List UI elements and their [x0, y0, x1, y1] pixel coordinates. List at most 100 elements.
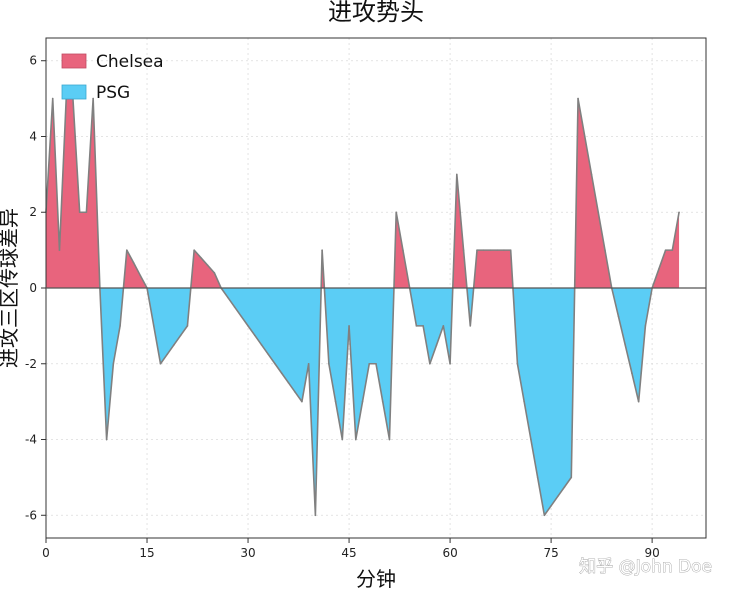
data-point	[563, 486, 566, 488]
data-point	[489, 249, 492, 251]
area-psg	[409, 288, 453, 364]
data-point	[678, 211, 680, 214]
area-fills	[46, 98, 680, 516]
data-point	[186, 325, 189, 327]
x-tick-label: 60	[442, 546, 457, 560]
x-tick-label: 45	[341, 546, 356, 560]
legend-swatch-psg	[61, 84, 87, 100]
data-point	[179, 334, 182, 337]
data-point	[557, 495, 559, 498]
data-point	[617, 315, 620, 318]
data-point	[132, 261, 135, 264]
data-point	[476, 249, 478, 251]
data-point	[395, 211, 398, 214]
y-tick-label: 4	[29, 129, 37, 143]
x-tick-label: 90	[644, 546, 659, 560]
data-point	[267, 353, 270, 356]
data-point	[193, 249, 195, 251]
x-axis-ticks: 0 15 30 45 60 75 90	[42, 538, 660, 560]
y-tick-label: -6	[25, 508, 37, 522]
data-point	[260, 344, 263, 346]
area-chelsea	[46, 98, 100, 288]
data-point	[159, 362, 162, 365]
area-chelsea	[190, 250, 222, 288]
data-point	[307, 362, 310, 365]
data-point	[664, 249, 667, 251]
data-point	[509, 249, 512, 251]
data-point	[85, 211, 88, 214]
data-point	[583, 135, 586, 138]
legend: Chelsea PSG	[61, 52, 164, 103]
data-point	[361, 400, 364, 403]
data-point	[200, 256, 202, 259]
area-chelsea	[574, 98, 612, 288]
data-point	[58, 249, 61, 251]
data-point	[530, 438, 532, 441]
data-point	[469, 325, 472, 327]
data-point	[456, 173, 458, 176]
data-point	[314, 514, 317, 517]
x-tick-label: 30	[240, 546, 255, 560]
x-tick-label: 75	[543, 546, 558, 560]
data-point	[139, 274, 142, 277]
legend-label-psg: PSG	[96, 83, 130, 103]
data-point	[637, 400, 640, 403]
area-psg	[324, 288, 394, 440]
y-tick-label: 2	[29, 205, 37, 219]
data-point	[240, 315, 243, 318]
data-point	[516, 362, 519, 365]
data-point	[577, 97, 579, 100]
data-point	[550, 505, 552, 507]
data-point	[597, 211, 600, 214]
area-psg	[512, 288, 575, 516]
data-point	[247, 325, 249, 327]
chart-title: 进攻势头	[328, 0, 424, 26]
data-point	[429, 362, 431, 365]
y-axis-title: 进攻三区传球差异	[0, 208, 21, 368]
y-axis-ticks: -6 -4 -2 0 2 4 6	[25, 54, 46, 522]
data-point	[328, 362, 330, 365]
y-tick-label: 0	[29, 281, 37, 295]
y-tick-label: 6	[29, 54, 37, 68]
area-psg	[611, 288, 653, 402]
data-point	[462, 249, 465, 251]
data-point	[604, 249, 606, 251]
data-point	[375, 362, 377, 365]
area-psg	[147, 288, 191, 364]
data-point	[482, 249, 485, 251]
data-point	[233, 306, 236, 308]
data-point	[287, 381, 290, 384]
data-point	[381, 400, 384, 403]
legend-swatch-chelsea	[61, 53, 87, 69]
data-point	[206, 264, 209, 267]
area-chelsea	[473, 250, 513, 288]
data-point	[442, 325, 445, 327]
data-point	[536, 476, 539, 479]
data-point	[570, 476, 573, 479]
data-point	[105, 438, 108, 441]
data-point	[119, 325, 121, 327]
data-point	[348, 325, 350, 327]
data-point	[213, 272, 216, 274]
data-point	[301, 400, 303, 403]
data-point	[590, 173, 593, 176]
data-point	[644, 325, 647, 327]
data-point	[503, 249, 505, 251]
data-point	[51, 97, 54, 100]
data-point	[280, 372, 283, 375]
data-point	[274, 362, 276, 365]
area-psg	[221, 288, 322, 516]
data-point	[166, 353, 169, 356]
data-point	[126, 249, 128, 251]
data-point	[435, 344, 438, 346]
data-point	[449, 362, 451, 365]
data-point	[422, 325, 424, 327]
data-point	[388, 438, 391, 441]
y-tick-label: -2	[25, 357, 37, 371]
data-point	[402, 249, 404, 251]
data-point	[294, 391, 296, 393]
data-point	[152, 325, 155, 327]
data-point	[671, 249, 674, 251]
x-tick-label: 0	[42, 546, 50, 560]
